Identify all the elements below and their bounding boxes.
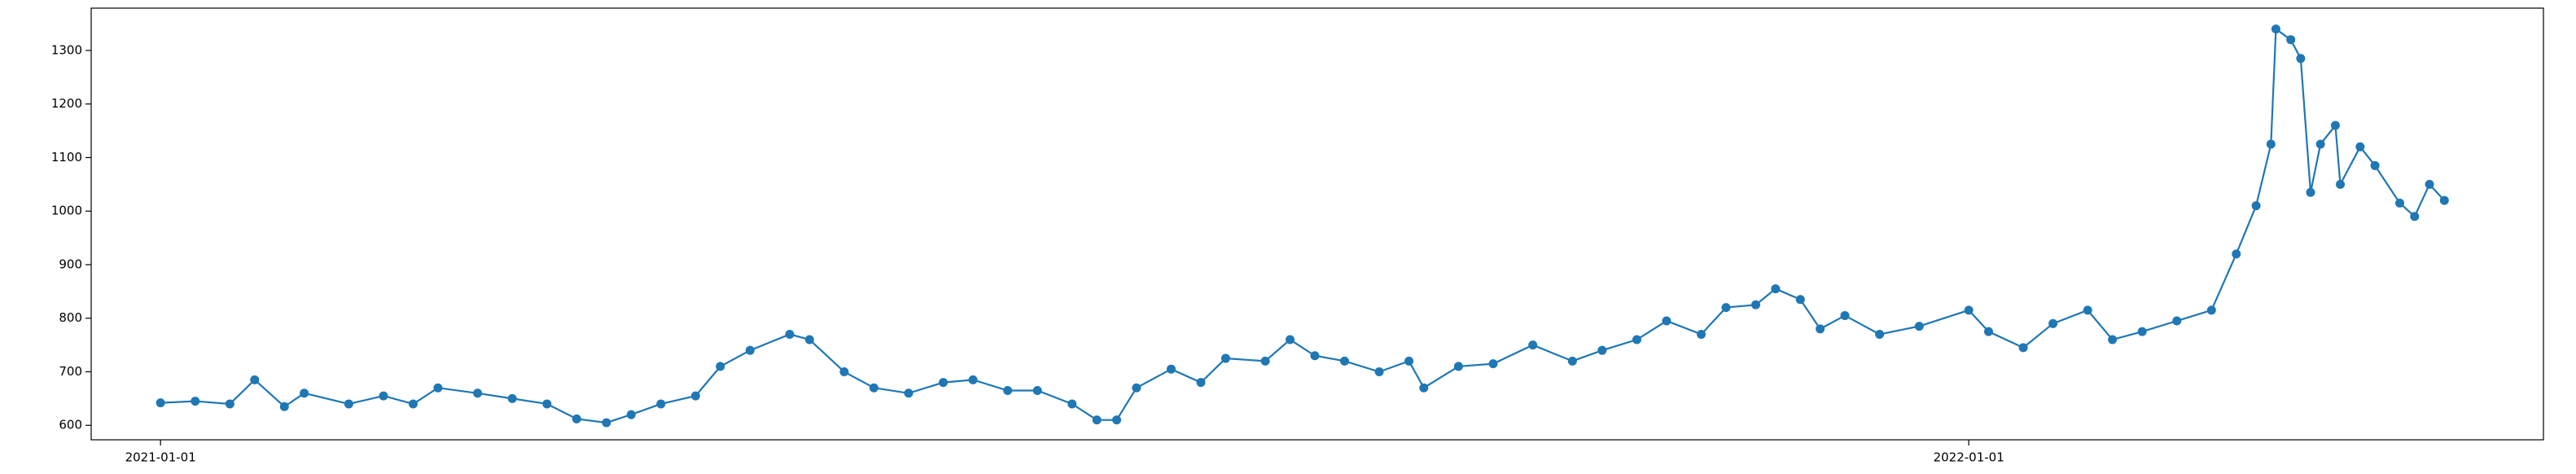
- data-point: [1286, 335, 1295, 345]
- data-point: [1771, 284, 1781, 294]
- data-point: [2370, 160, 2380, 170]
- data-point: [2018, 343, 2028, 353]
- data-point: [1795, 295, 1805, 305]
- data-point: [1003, 386, 1013, 396]
- data-point: [968, 375, 978, 384]
- data-point: [1260, 356, 1270, 366]
- data-point: [2439, 195, 2449, 205]
- data-point: [473, 388, 483, 398]
- data-point: [2355, 142, 2365, 151]
- data-point: [1567, 356, 1577, 366]
- data-point: [2206, 305, 2216, 315]
- data-point: [2108, 335, 2118, 345]
- data-point: [2286, 35, 2296, 45]
- data-point: [2336, 179, 2346, 189]
- data-point: [1662, 316, 1671, 326]
- data-point: [1166, 364, 1176, 374]
- data-point: [2232, 249, 2241, 259]
- y-tick-label: 1000: [51, 204, 82, 218]
- data-point: [225, 399, 234, 409]
- data-point: [1964, 305, 1974, 315]
- data-point: [839, 366, 849, 376]
- data-point: [2137, 327, 2147, 336]
- data-point: [656, 399, 666, 409]
- data-point: [1632, 335, 1641, 345]
- data-point: [1092, 415, 1102, 425]
- data-point: [300, 388, 309, 398]
- data-point: [1339, 356, 1349, 366]
- data-point: [2296, 54, 2306, 64]
- data-point: [2306, 187, 2315, 197]
- data-point: [904, 388, 913, 398]
- data-point: [939, 378, 948, 388]
- y-tick-label: 1200: [51, 96, 82, 111]
- data-point: [2271, 24, 2280, 34]
- data-point: [156, 398, 165, 408]
- data-point: [690, 391, 700, 401]
- data-point: [1721, 303, 1731, 313]
- data-point: [804, 335, 814, 345]
- data-point: [1374, 366, 1384, 376]
- data-point: [2425, 179, 2434, 189]
- data-point: [507, 393, 517, 403]
- y-tick-label: 700: [59, 364, 82, 379]
- data-point: [1419, 383, 1429, 393]
- y-tick-label: 800: [59, 310, 82, 325]
- data-point: [2395, 198, 2405, 208]
- data-point: [1112, 415, 1122, 425]
- data-point: [745, 345, 755, 355]
- data-point: [409, 399, 418, 409]
- data-point: [2410, 212, 2420, 222]
- data-point: [2315, 139, 2325, 149]
- data-point: [379, 391, 388, 401]
- plot-frame: [90, 7, 2544, 441]
- data-point: [2251, 201, 2261, 211]
- data-point: [1032, 386, 1042, 396]
- data-point: [1132, 383, 1141, 393]
- data-point: [626, 410, 636, 419]
- data-point: [2330, 121, 2340, 130]
- data-point: [1914, 322, 1924, 331]
- y-tick-label: 900: [59, 257, 82, 271]
- data-point: [572, 414, 581, 424]
- data-point: [1453, 362, 1463, 371]
- data-point: [433, 383, 443, 393]
- data-point: [602, 418, 611, 428]
- data-point: [344, 399, 353, 409]
- data-point: [1875, 329, 1885, 339]
- data-point: [1697, 329, 1706, 339]
- y-tick-label: 600: [59, 418, 82, 432]
- data-point: [542, 399, 552, 409]
- y-tick-label: 1300: [51, 42, 82, 57]
- data-point: [716, 362, 725, 371]
- y-tick-label: 1100: [51, 150, 82, 165]
- data-point: [1196, 378, 1206, 388]
- data-point: [2048, 318, 2058, 328]
- series-line: [160, 27, 2446, 424]
- data-point: [1488, 359, 1498, 369]
- data-point: [2172, 316, 2182, 326]
- data-point: [1310, 351, 1320, 361]
- data-point: [869, 383, 878, 393]
- data-point: [1816, 324, 1825, 334]
- data-point: [1220, 353, 1230, 363]
- data-point: [1840, 310, 1850, 320]
- x-tick-label: 2021-01-01: [125, 450, 196, 465]
- data-point: [785, 329, 795, 339]
- data-point: [250, 375, 260, 384]
- data-point: [1983, 327, 1993, 336]
- data-point: [2083, 305, 2092, 315]
- x-tick-label: 2022-01-01: [1934, 450, 2004, 465]
- data-point: [1528, 340, 1538, 350]
- data-point: [1404, 356, 1414, 366]
- data-point: [1597, 345, 1607, 355]
- data-point: [2266, 139, 2276, 149]
- data-point: [191, 397, 200, 406]
- data-point: [1751, 300, 1761, 309]
- data-point: [279, 402, 289, 411]
- data-point: [1067, 399, 1077, 409]
